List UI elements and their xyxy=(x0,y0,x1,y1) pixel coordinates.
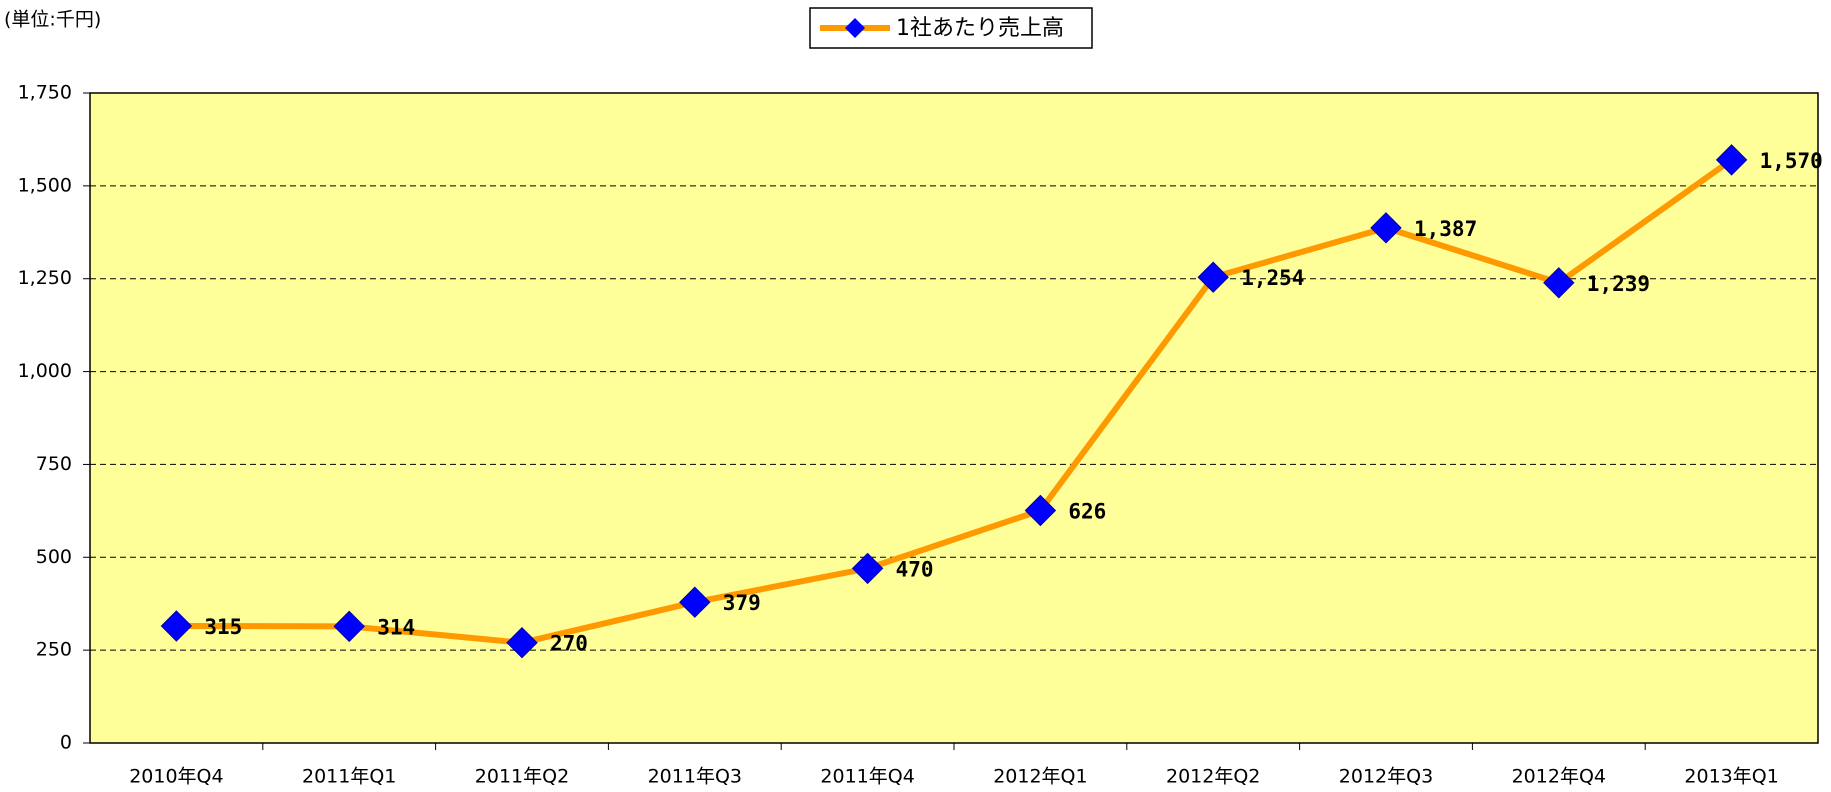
marker xyxy=(1197,261,1229,293)
data-label: 470 xyxy=(896,557,934,581)
series-line xyxy=(176,157,1734,646)
y-tick-label: 1,750 xyxy=(18,82,72,104)
x-tick-label: 2011年Q4 xyxy=(820,766,914,788)
x-tick-label: 2012年Q3 xyxy=(1339,766,1433,788)
marker xyxy=(1024,494,1057,527)
y-tick-label: 1,250 xyxy=(18,267,72,289)
x-tick-label: 2012年Q1 xyxy=(993,766,1087,788)
marker xyxy=(506,627,538,659)
legend-label: 1社あたり売上高 xyxy=(896,16,1064,41)
data-label: 1,387 xyxy=(1414,217,1477,241)
data-label: 270 xyxy=(550,632,588,656)
marker xyxy=(1543,267,1575,299)
y-tick-label: 250 xyxy=(36,639,72,661)
y-tick-label: 500 xyxy=(36,546,72,568)
x-tick-label: 2011年Q2 xyxy=(475,766,569,788)
marker xyxy=(679,586,711,618)
data-label: 1,239 xyxy=(1587,272,1650,296)
y-tick-label: 1,500 xyxy=(18,174,72,196)
marker xyxy=(160,610,193,642)
x-tick-label: 2011年Q3 xyxy=(648,766,742,788)
data-label: 1,570 xyxy=(1760,149,1823,173)
x-tick-label: 2010年Q4 xyxy=(129,766,223,788)
data-label: 314 xyxy=(377,615,415,639)
legend-marker xyxy=(845,18,865,38)
y-tick-label: 750 xyxy=(36,453,72,475)
data-label: 379 xyxy=(723,591,761,615)
x-tick-label: 2013年Q1 xyxy=(1684,766,1778,788)
y-tick-label: 0 xyxy=(60,732,72,754)
marker xyxy=(333,610,365,643)
marker xyxy=(1370,212,1402,244)
marker xyxy=(851,552,884,585)
x-tick-label: 2012年Q2 xyxy=(1166,766,1260,788)
marker xyxy=(1715,144,1748,176)
data-label: 626 xyxy=(1068,499,1106,523)
x-tick-label: 2011年Q1 xyxy=(302,766,396,788)
unit-label: (単位:千円) xyxy=(4,9,101,31)
data-label: 315 xyxy=(204,615,242,639)
data-label: 1,254 xyxy=(1241,266,1304,290)
x-tick-label: 2012年Q4 xyxy=(1512,766,1606,788)
y-tick-label: 1,000 xyxy=(18,360,72,382)
plot-area xyxy=(89,92,1819,744)
